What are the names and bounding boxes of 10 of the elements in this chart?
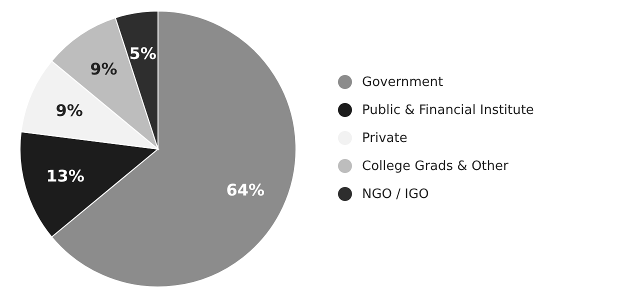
data-label: 9% bbox=[56, 101, 83, 120]
data-label: 13% bbox=[46, 166, 84, 186]
data-label: 9% bbox=[90, 60, 118, 79]
legend-label: NGO / IGO bbox=[362, 186, 429, 202]
legend-label: Private bbox=[362, 130, 408, 146]
legend-label: Public & Financial Institute bbox=[362, 102, 534, 118]
legend-label: College Grads & Other bbox=[362, 158, 508, 174]
legend-label: Government bbox=[362, 74, 444, 90]
data-label: 64% bbox=[226, 180, 265, 200]
data-label: 5% bbox=[129, 44, 156, 64]
